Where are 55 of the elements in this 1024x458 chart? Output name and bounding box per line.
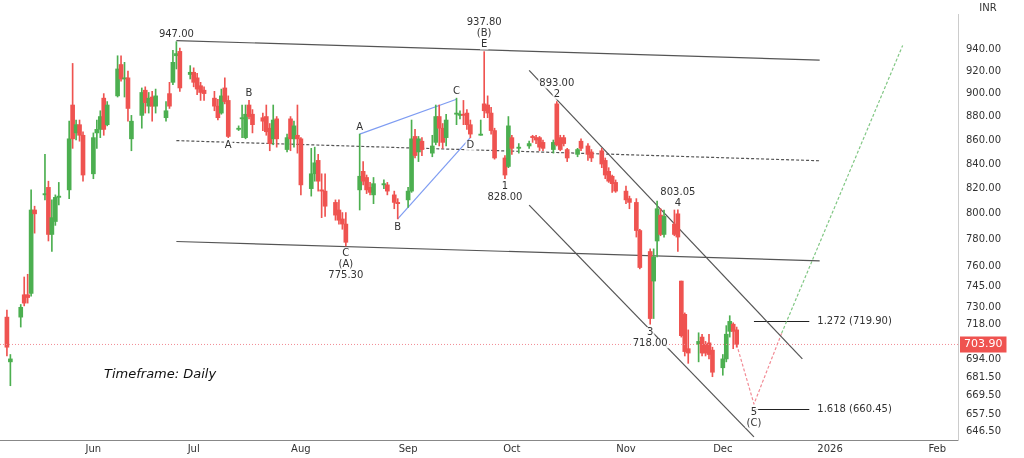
x-tick-label: 2026 (817, 442, 843, 454)
y-tick-label: 800.00 (966, 207, 1001, 219)
x-tick-label: Jun (84, 442, 102, 454)
annotation: Timeframe: Daily (104, 366, 217, 382)
annotation: 5 (750, 405, 758, 417)
annotation: 803.05 (660, 185, 696, 197)
x-tick-label: Jul (186, 442, 200, 454)
annotation: 3 (647, 325, 654, 337)
y-tick-label: 840.00 (966, 157, 1001, 169)
y-tick-label: 669.50 (966, 389, 1001, 401)
annotation: B (394, 220, 402, 232)
annotation: 828.00 (487, 191, 523, 203)
x-tick-label: Feb (928, 442, 947, 454)
annotation: (C) (746, 416, 762, 428)
annotation: B (245, 87, 253, 99)
annotation: D (466, 139, 475, 151)
x-tick-label: Oct (503, 442, 521, 454)
x-tick-label: Dec (713, 442, 733, 454)
annotation: E (481, 38, 488, 50)
y-tick-label: 900.00 (966, 87, 1001, 99)
y-tick-label: 718.00 (966, 317, 1001, 329)
y-tick-label: 730.00 (966, 300, 1001, 312)
annotation: A (356, 120, 364, 132)
y-tick-label: 820.00 (966, 182, 1001, 194)
annotation: (B) (476, 27, 492, 39)
y-tick-label: 694.00 (966, 352, 1001, 364)
y-tick-label: 646.50 (966, 424, 1001, 436)
annotation: 4 (674, 196, 682, 208)
y-tick-label: 780.00 (966, 233, 1001, 245)
annotation: 775.30 (328, 269, 364, 281)
x-tick-label: Aug (291, 442, 311, 454)
y-tick-label: 880.00 (966, 110, 1001, 122)
y-tick-label: 760.00 (966, 259, 1001, 271)
y-axis-title: INR (979, 1, 997, 13)
annotation: 947.00 (158, 28, 194, 40)
y-tick-label: 940.00 (966, 42, 1001, 54)
x-tick-label: Sep (398, 442, 418, 454)
y-tick-label: 860.00 (966, 133, 1001, 145)
annotation: C (453, 84, 461, 96)
annotation: C (342, 247, 350, 259)
annotation: A (224, 139, 232, 151)
annotation: 718.00 (632, 336, 668, 348)
y-tick-label: 920.00 (966, 64, 1001, 76)
annotation: 1.272 (719.90) (817, 315, 892, 327)
annotation: 1 (501, 180, 509, 192)
annotation: 893.00 (539, 77, 575, 89)
annotation: 937.80 (466, 16, 502, 28)
x-tick-label: Nov (616, 442, 636, 454)
annotation: (A) (338, 258, 354, 270)
y-tick-label: 745.00 (966, 280, 1001, 292)
annotation: 1.618 (660.45) (817, 403, 892, 415)
annotation: 2 (553, 88, 560, 100)
y-tick-label: 681.50 (966, 371, 1001, 383)
ref-line-label: 703.90 (964, 337, 1003, 351)
y-tick-label: 657.50 (966, 407, 1001, 419)
